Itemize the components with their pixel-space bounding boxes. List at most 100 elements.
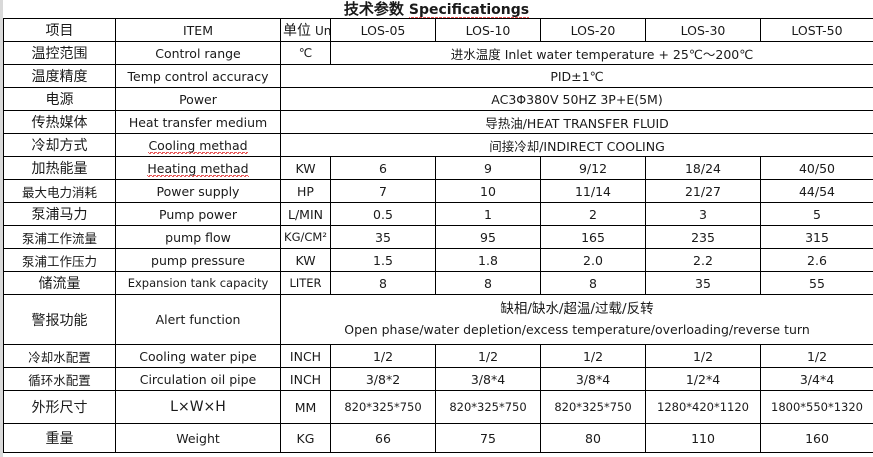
row-value: 6 (330, 156, 436, 180)
row-value: 40/50 (760, 156, 873, 180)
table-row-pump-pressure: 泵浦工作压力 pump pressure KW 1.5 1.8 2.0 2.2 … (3, 248, 873, 272)
row-name-cn: 警报功能 (3, 294, 116, 345)
row-name-en: pump flow (115, 225, 281, 249)
row-value: 1/2*4 (645, 367, 761, 391)
row-value: 315 (760, 225, 873, 249)
row-name-cn: 传热媒体 (3, 110, 116, 134)
row-value: 10 (435, 179, 541, 203)
row-value: 35 (645, 271, 761, 295)
row-value: 8 (540, 271, 646, 295)
row-value: 9 (435, 156, 541, 180)
row-name-cn: 冷却方式 (3, 133, 116, 157)
row-value: 1.5 (330, 248, 436, 272)
row-span-value: PID±1℃ (280, 64, 873, 88)
row-name-en: Heat transfer medium (115, 110, 281, 134)
row-value: 95 (435, 225, 541, 249)
header-unit: 单位 Unit (280, 18, 331, 42)
row-value: 0.5 (330, 202, 436, 226)
table-row-cooling-water-pipe: 冷却水配置 Cooling water pipe INCH 1/2 1/2 1/… (3, 344, 873, 368)
row-name-cn: 加热能量 (3, 156, 116, 180)
row-name-en: Cooling methad (115, 133, 281, 157)
row-unit: INCH (280, 344, 331, 368)
row-name-en: Temp control accuracy (115, 64, 281, 88)
table-row-circulation-oil-pipe: 循环水配置 Circulation oil pipe INCH 3/8*2 3/… (3, 367, 873, 391)
row-name-en: Power supply (115, 179, 281, 203)
table-row-pump-flow: 泵浦工作流量 pump flow KG/CM² 35 95 165 235 31… (3, 225, 873, 249)
row-name-en: Expansion tank capacity (115, 271, 281, 295)
row-value: 3 (645, 202, 761, 226)
header-unit-en: Unit (314, 24, 331, 38)
row-name-cn: 循环水配置 (3, 367, 116, 391)
row-name-cn: 泵浦工作流量 (3, 225, 116, 249)
specifications-table: 项目 ITEM 单位 Unit LOS-05 LOS-10 LOS-20 LOS… (3, 18, 873, 453)
alert-text-cn: 缺相/缺水/超温/过载/反转 (500, 301, 654, 318)
table-row-temp-accuracy: 温度精度 Temp control accuracy PID±1℃ (3, 64, 873, 88)
row-name-cn: 外形尺寸 (3, 390, 116, 424)
row-value: 1.8 (435, 248, 541, 272)
row-value: 3/8*4 (540, 367, 646, 391)
row-value: 18/24 (645, 156, 761, 180)
header-model-lost-50: LOST-50 (760, 18, 873, 42)
row-value: 2.0 (540, 248, 646, 272)
row-value: 820*325*750 (540, 390, 646, 424)
table-row-heat-transfer-medium: 传热媒体 Heat transfer medium 导热油/HEAT TRANS… (3, 110, 873, 134)
header-model-los-10: LOS-10 (435, 18, 541, 42)
row-value: 55 (760, 271, 873, 295)
row-name-en: Heating methad (115, 156, 281, 180)
row-unit: KW (280, 248, 331, 272)
row-unit: HP (280, 179, 331, 203)
row-unit: LITER (280, 271, 331, 295)
row-unit: ℃ (280, 41, 331, 65)
alert-text-en: Open phase/water depletion/excess temper… (344, 322, 810, 338)
table-row-cooling-method: 冷却方式 Cooling methad 间接冷却/INDIRECT COOLIN… (3, 133, 873, 157)
row-name-cn: 温控范围 (3, 41, 116, 65)
row-value: 3/8*2 (330, 367, 436, 391)
row-span-value: 缺相/缺水/超温/过载/反转 Open phase/water depletio… (280, 294, 873, 345)
row-value: 1 (435, 202, 541, 226)
row-value: 1280*420*1120 (645, 390, 761, 424)
table-row-pump-power: 泵浦马力 Pump power L/MIN 0.5 1 2 3 5 (3, 202, 873, 226)
row-value: 1/2 (330, 344, 436, 368)
table-row-alert-function: 警报功能 Alert function 缺相/缺水/超温/过载/反转 Open … (3, 294, 873, 345)
row-value: 235 (645, 225, 761, 249)
row-span-value: AC3Φ380V 50HZ 3P+E(5M) (280, 87, 873, 111)
row-name-en: L×W×H (115, 390, 281, 424)
row-name-cn: 最大电力消耗 (3, 179, 116, 203)
row-value: 21/27 (645, 179, 761, 203)
row-unit: MM (280, 390, 331, 424)
table-row-weight: 重量 Weight KG 66 75 80 110 160 (3, 423, 873, 453)
row-name-en: Control range (115, 41, 281, 65)
row-value: 3/8*4 (435, 367, 541, 391)
row-value: 1800*550*1320 (760, 390, 873, 424)
row-value: 1/2 (760, 344, 873, 368)
table-row-control-range: 温控范围 Control range ℃ 进水温度 Inlet water te… (3, 41, 873, 65)
row-name-en: pump pressure (115, 248, 281, 272)
header-item-en: ITEM (115, 18, 281, 42)
row-value: 820*325*750 (330, 390, 436, 424)
page-title-en: Specificationgs (408, 2, 530, 19)
row-name-en: Power (115, 87, 281, 111)
row-value: 9/12 (540, 156, 646, 180)
row-name-en-text: Heating methad (147, 160, 249, 177)
row-value: 2 (540, 202, 646, 226)
row-name-cn: 储流量 (3, 271, 116, 295)
header-item-cn: 项目 (3, 18, 116, 42)
row-value: 44/54 (760, 179, 873, 203)
row-value: 165 (540, 225, 646, 249)
row-unit: KG/CM² (280, 225, 331, 249)
page-title: 技术参数 Specificationgs (0, 0, 873, 19)
row-name-en: Cooling water pipe (115, 344, 281, 368)
table-header-row: 项目 ITEM 单位 Unit LOS-05 LOS-10 LOS-20 LOS… (3, 18, 873, 42)
row-span-value: 导热油/HEAT TRANSFER FLUID (280, 110, 873, 134)
row-value: 7 (330, 179, 436, 203)
row-name-en: Pump power (115, 202, 281, 226)
row-name-en: Circulation oil pipe (115, 367, 281, 391)
table-row-heating-energy: 加热能量 Heating methad KW 6 9 9/12 18/24 40… (3, 156, 873, 180)
row-name-cn: 温度精度 (3, 64, 116, 88)
row-unit: KG (280, 423, 331, 453)
row-value: 1/2 (645, 344, 761, 368)
table-row-power: 电源 Power AC3Φ380V 50HZ 3P+E(5M) (3, 87, 873, 111)
row-value: 160 (760, 423, 873, 453)
row-value: 66 (330, 423, 436, 453)
